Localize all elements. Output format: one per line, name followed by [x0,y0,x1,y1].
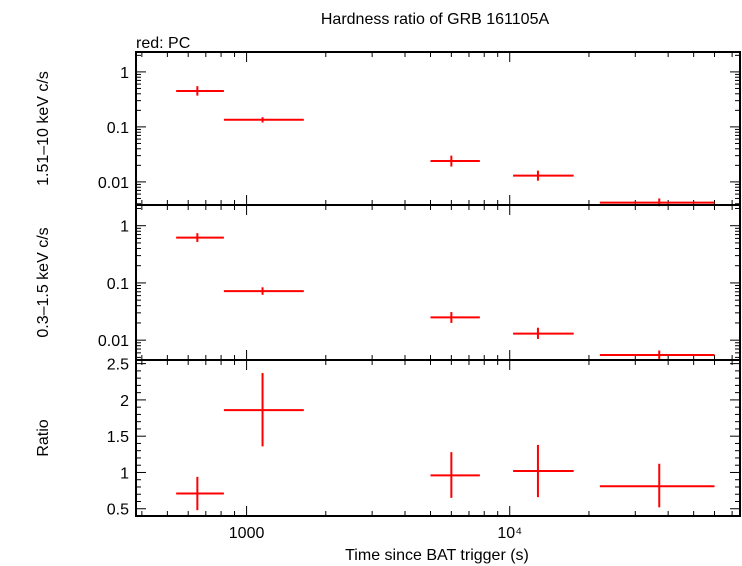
y-tick-label: 0.5 [107,502,129,519]
data-point [430,452,480,498]
y-tick-label: 1 [120,219,129,236]
y-tick-label: 0.1 [107,120,129,137]
y-tick-label: 1 [120,465,129,482]
chart-title: Hardness ratio of GRB 161105A [321,11,550,28]
y-tick-label: 2 [120,393,129,410]
x-tick-label: 1000 [229,525,265,542]
y-axis-label-ratio: Ratio [35,419,52,456]
y-tick-label: 1 [120,65,129,82]
y-tick-label: 0.1 [107,276,129,293]
panel-frame [135,204,741,361]
chart-subtitle: red: PC [136,35,190,52]
data-point [223,117,304,123]
data-point [513,327,574,339]
y-axis-label-soft: 0.3–1.5 keV c/s [35,227,52,337]
data-point [223,287,304,295]
y-tick-label: 0.01 [98,333,129,350]
data-point [599,463,715,508]
data-point [430,155,480,167]
panel-ratio: 0.5 1 1.5 2 2.5 Ratio [35,357,741,519]
panel-hard: 1 0.1 0.01 1.51–10 keV c/s [35,51,741,207]
data-point [430,312,480,323]
y-axis-label-hard: 1.51–10 keV c/s [35,71,52,186]
y-tick-label: 1.5 [107,429,129,446]
data-point [223,373,304,447]
data-point [176,476,224,511]
panel-soft: 1 0.1 0.01 0.3–1.5 keV c/s [35,204,741,361]
data-point [599,350,715,359]
y-tick-label: 0.01 [98,175,129,192]
x-axis-label: Time since BAT trigger (s) [345,547,529,564]
panel-frame [135,359,741,517]
data-point [176,233,224,242]
x-tick-label: 10⁴ [497,525,522,542]
y-tick-label: 2.5 [107,357,129,374]
data-point [513,444,574,498]
data-point [513,170,574,181]
panel-frame [135,51,741,206]
data-point [176,86,224,96]
panels: 1 0.1 0.01 1.51–10 keV c/s 1 0.1 0.01 0.3–1.5 k… [35,51,741,542]
